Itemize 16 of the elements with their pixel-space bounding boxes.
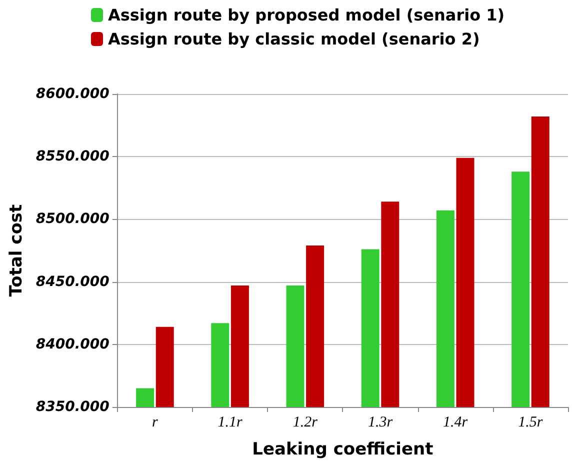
y-tick-label: 8350.000 [36,399,110,415]
x-tick-label: 1.3r [368,414,393,430]
y-axis-title: Total cost [6,204,26,297]
x-tick-label: 1.4r [443,414,468,430]
y-tick-label: 8500.000 [36,211,110,228]
x-tick-label: 1.1r [218,414,243,430]
x-axis-title: Leaking coefficient [252,440,434,460]
x-tick-label: 1.5r [518,414,543,430]
legend-label: Assign route by proposed model (senario 1) [108,6,505,24]
legend-label: Assign route by classic model (senario 2) [108,30,480,48]
y-tick-label: 8450.000 [36,274,110,290]
y-tick-label: 8550.000 [36,148,110,165]
y-tick-label: 8600.000 [36,86,110,102]
x-tick-label: 1.2r [292,414,318,430]
x-tick-label: r [152,414,158,430]
y-tick-label: 8400.000 [36,336,110,352]
